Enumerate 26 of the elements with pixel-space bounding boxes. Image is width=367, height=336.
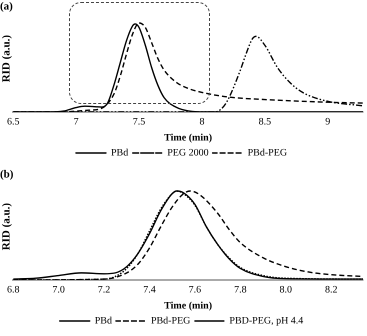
x-tick-label: 7 xyxy=(74,116,79,128)
y-axis-title: RID (a.u.) xyxy=(0,202,12,250)
legend-label: PEG 2000 xyxy=(167,148,209,159)
x-axis-title: Time (min) xyxy=(164,300,212,312)
x-axis-title: Time (min) xyxy=(164,132,212,144)
legend-label: PBd xyxy=(94,316,112,327)
chart-title: (a) xyxy=(0,0,14,12)
x-tick-label: 7.6 xyxy=(188,284,202,296)
x-tick-label: 7.8 xyxy=(234,284,247,296)
x-tick-label: 6.8 xyxy=(6,284,20,296)
x-tick-label: 7.4 xyxy=(143,284,156,296)
legend-label: PBd xyxy=(110,148,128,159)
x-tick-label: 8.5 xyxy=(258,116,272,128)
y-axis-title: RID (a.u.) xyxy=(0,34,12,82)
x-tick-label: 7.2 xyxy=(98,284,110,296)
x-tick-label: 7.0 xyxy=(52,284,65,296)
x-tick-label: 8.0 xyxy=(280,284,292,296)
x-tick-label: 7.5 xyxy=(132,116,146,128)
chart-title: (b) xyxy=(0,168,14,180)
x-tick-label: 8 xyxy=(199,116,204,128)
x-tick-label: 8.2 xyxy=(324,284,338,296)
x-tick-label: 6.5 xyxy=(6,116,20,128)
legend-label: PBD-PEG, pH 4.4 xyxy=(229,316,304,327)
legend-label: PBd-PEG xyxy=(150,316,190,327)
legend-label: PBd-PEG xyxy=(248,148,288,159)
x-tick-label: 9 xyxy=(325,116,330,128)
